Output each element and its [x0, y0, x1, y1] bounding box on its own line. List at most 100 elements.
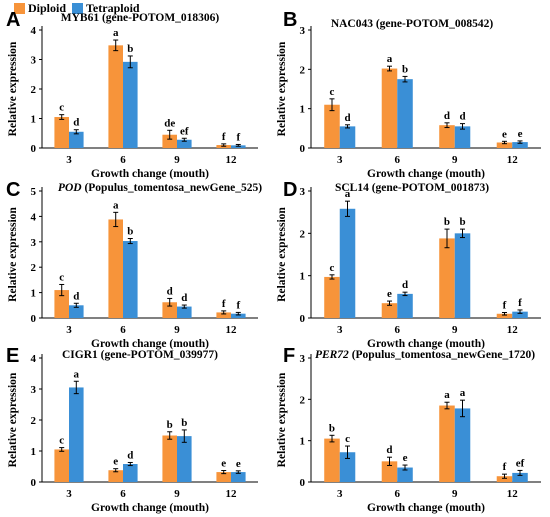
panel-f-letter: F	[283, 345, 295, 367]
panel-c-x-tick-label: 3	[66, 324, 72, 336]
panel-c-significance-letter: d	[181, 292, 187, 304]
panel-f-significance-letter: c	[345, 433, 350, 445]
panel-f-bar-tetraploid	[397, 467, 413, 482]
panel-d-title: SCL14 (gene-POTOM_001873)	[335, 182, 489, 194]
panel-c-bar-tetraploid	[231, 313, 246, 318]
panel-b-significance-letter: e	[518, 128, 523, 140]
panel-c-significance-letter: d	[73, 290, 79, 302]
legend-swatch-tetraploid	[72, 3, 84, 14]
panel-e-letter: E	[6, 345, 19, 367]
panel-d-bar-diploid	[324, 276, 340, 318]
panel-c-significance-letter: d	[167, 285, 173, 297]
panel-f-bar-diploid	[324, 438, 340, 482]
legend-label-diploid: Diploid	[28, 1, 67, 15]
panel-a-bar-diploid	[162, 134, 177, 148]
panel-c-x-tick-label: 12	[226, 324, 238, 336]
panel-f-x-tick-label: 12	[507, 488, 519, 500]
panel-a-y-tick-label: 3	[31, 55, 37, 67]
panel-d-bar-tetraploid	[397, 293, 413, 318]
panel-d-x-tick-label: 3	[337, 324, 343, 336]
panel-e-title: CIGR1 (gene-POTOM_039977)	[62, 349, 218, 361]
panel-e-x-label: Growth change (mouth)	[91, 502, 209, 514]
panel-b-y-tick-label: 2	[300, 64, 306, 76]
panel-b-significance-letter: d	[459, 111, 465, 123]
panel-b-bar-tetraploid	[339, 126, 356, 148]
panel-e-bar-diploid	[108, 470, 123, 482]
panel-c-significance-letter: a	[113, 199, 119, 211]
panel-b-y-tick-label: 3	[300, 25, 306, 37]
legend: Diploid Tetraploid	[14, 1, 146, 16]
panel-a-x-tick-label: 9	[174, 154, 180, 166]
panel-b-bar-tetraploid	[454, 126, 471, 148]
panel-a-x-tick-label: 3	[66, 154, 72, 166]
panel-a-significance-letter: f	[236, 131, 240, 143]
panel-f-bar-diploid	[496, 476, 513, 482]
panel-e-significance-letter: a	[74, 368, 80, 380]
panel-b-bar-diploid	[381, 68, 398, 148]
panel-e-significance-letter: e	[113, 456, 118, 468]
panel-d-significance-letter: e	[387, 288, 392, 300]
panel-f-x-label: Growth change (mouth)	[367, 502, 485, 514]
panel-c-title-italic: POD	[58, 182, 85, 194]
panel-c-x-label: Growth change (mouth)	[91, 338, 209, 350]
panel-d-bar-diploid	[381, 303, 398, 318]
panel-e-significance-letter: b	[181, 417, 187, 429]
panel-f-bar-tetraploid	[339, 452, 356, 482]
panel-c-y-tick-label: 5	[31, 186, 37, 198]
panel-d-x-tick-label: 12	[507, 324, 519, 336]
panel-b-significance-letter: e	[502, 128, 507, 140]
panel-e-y-tick-label: 2	[31, 415, 37, 427]
panel-a-significance-letter: a	[113, 27, 119, 39]
panel-d-bar-diploid	[496, 313, 513, 318]
panel-a-y-label: Relative expression	[7, 41, 19, 136]
panel-f-title-text: (Populus_tomentosa_newGene_1720)	[352, 349, 536, 361]
panel-a-significance-letter: f	[222, 131, 226, 143]
panel-c-bar-diploid	[54, 290, 69, 318]
panel-b-significance-letter: d	[444, 110, 450, 122]
panel-e-significance-letter: d	[127, 449, 133, 461]
panel-a-x-label: Growth change (mouth)	[91, 168, 209, 180]
panel-a-title: MYB61 (gene-POTOM_018306)	[61, 12, 220, 24]
panel-e-significance-letter: e	[221, 458, 226, 470]
legend-swatch-diploid	[14, 3, 25, 14]
panel-a-significance-letter: d	[73, 117, 79, 129]
panel-a-bar-diploid	[54, 117, 69, 148]
panel-d-letter: D	[283, 179, 297, 201]
panel-b-y-tick-label: 1	[300, 104, 306, 116]
panel-a-y-tick-label: 1	[31, 114, 37, 126]
panel-e-bar-tetraploid	[231, 472, 246, 482]
panel-d-y-tick-label: 2	[300, 228, 306, 240]
panel-d-x-tick-label: 9	[452, 324, 458, 336]
panel-f-significance-letter: f	[503, 461, 507, 473]
panel-e-y-tick-label: 4	[31, 353, 37, 365]
panel-a-bar-tetraploid	[177, 139, 192, 148]
panel-a-x-tick-label: 6	[120, 154, 126, 166]
panel-a-significance-letter: ef	[180, 125, 189, 137]
panel-e-significance-letter: e	[236, 458, 241, 470]
panel-a-significance-letter: b	[127, 43, 133, 55]
panel-c-y-tick-label: 0	[31, 313, 37, 325]
panel-b-title: NAC043 (gene-POTOM_008542)	[331, 18, 494, 30]
panel-f-y-tick-label: 3	[300, 353, 306, 365]
panel-f-y-tick-label: 1	[300, 436, 306, 448]
panel-d-significance-letter: b	[444, 216, 450, 228]
panel-d-significance-letter: c	[330, 262, 335, 274]
panel-d-y-tick-label: 0	[300, 313, 306, 325]
panel-f-significance-letter: d	[386, 444, 392, 456]
panel-d-title-text: SCL14 (gene-POTOM_001873)	[335, 182, 489, 194]
panel-c-significance-letter: c	[59, 271, 64, 283]
legend-label-tetraploid: Tetraploid	[86, 1, 140, 15]
panel-b-x-label: Growth change (mouth)	[367, 168, 485, 180]
panel-d-bar-tetraploid	[339, 208, 356, 318]
panel-d-y-tick-label: 1	[300, 271, 306, 283]
panel-c-y-tick-label: 1	[31, 288, 37, 300]
panel-b-bar-diploid	[439, 125, 455, 148]
panel-c-x-tick-label: 6	[120, 324, 126, 336]
panel-c-bar-diploid	[216, 312, 231, 318]
panel-a-bar-tetraploid	[69, 131, 84, 148]
panel-e-x-tick-label: 6	[120, 488, 126, 500]
panel-f-y-label: Relative expression	[276, 372, 288, 467]
panel-c-letter: C	[6, 179, 20, 201]
panel-c-y-tick-label: 2	[31, 262, 37, 274]
panel-f-y-tick-label: 2	[300, 394, 306, 406]
